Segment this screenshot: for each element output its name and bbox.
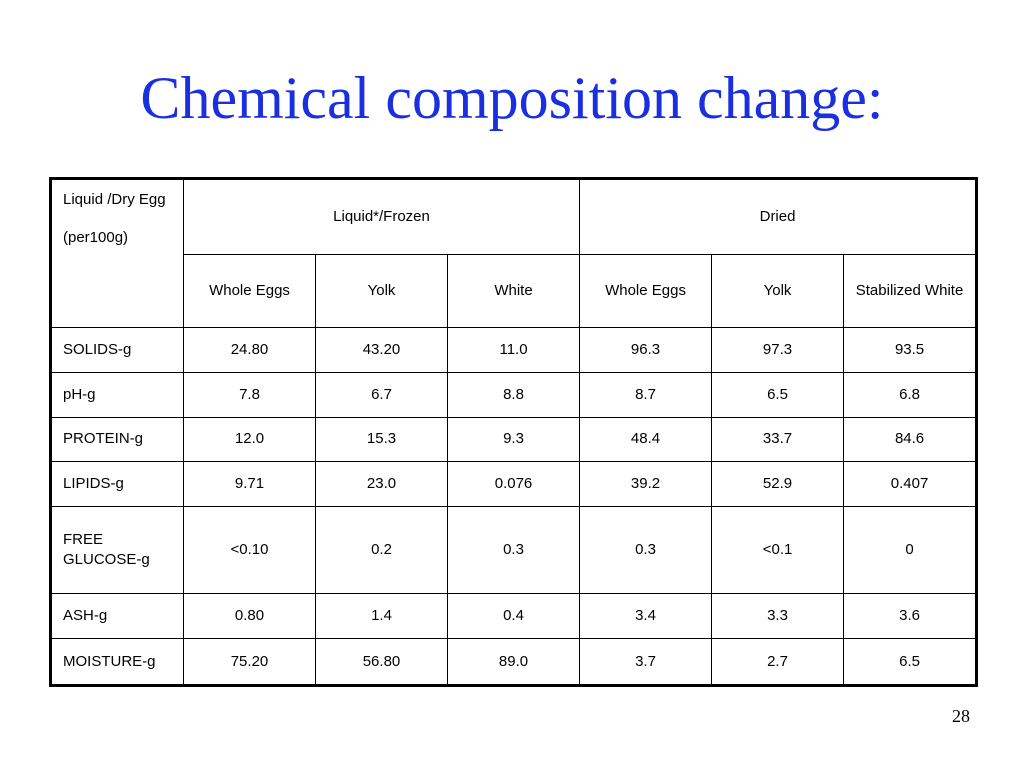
table-cell: 56.80 xyxy=(315,638,448,686)
table-cell: 0.4 xyxy=(446,593,581,640)
table-cell: 6.5 xyxy=(711,371,845,418)
row-label: FREE GLUCOSE-g xyxy=(50,506,184,595)
table-cell: 8.7 xyxy=(579,371,713,418)
table-cell: 93.5 xyxy=(843,327,978,373)
table-cell: 0.80 xyxy=(183,593,316,640)
column-header: White xyxy=(446,254,581,329)
table-cell: 0.3 xyxy=(446,506,581,595)
table-cell: 24.80 xyxy=(183,327,316,373)
table-cell: 0.3 xyxy=(579,506,713,595)
table-cell: 15.3 xyxy=(315,416,448,463)
row-label: MOISTURE-g xyxy=(50,638,184,686)
table-cell: 48.4 xyxy=(579,416,713,463)
table-cell: 8.8 xyxy=(446,371,581,418)
table-cell: 0.076 xyxy=(446,461,581,508)
column-header: Stabilized White xyxy=(843,254,978,329)
column-header-row: Whole Eggs Yolk White Whole Eggs Yolk St… xyxy=(51,254,978,329)
corner-header-line2: (per100g) xyxy=(63,229,129,246)
table-cell: 97.3 xyxy=(711,327,845,373)
table-row: ASH-g 0.80 1.4 0.4 3.4 3.3 3.6 xyxy=(50,593,978,640)
column-header: Whole Eggs xyxy=(579,254,713,329)
table-cell: 33.7 xyxy=(711,416,845,463)
table-cell: 12.0 xyxy=(183,416,316,463)
row-label: ASH-g xyxy=(50,593,184,640)
table-row: PROTEIN-g 12.0 15.3 9.3 48.4 33.7 84.6 xyxy=(50,416,978,463)
group-header-row: Liquid /Dry Egg (per100g) Liquid*/Frozen… xyxy=(50,177,978,329)
row-label: pH-g xyxy=(50,371,184,418)
table-row: SOLIDS-g 24.80 43.20 11.0 96.3 97.3 93.5 xyxy=(50,327,978,373)
page-number: 28 xyxy=(952,706,970,726)
group-header-dried: Dried xyxy=(579,177,978,256)
table-row: FREE GLUCOSE-g <0.10 0.2 0.3 0.3 <0.1 0 xyxy=(50,506,978,595)
table-cell: 2.7 xyxy=(711,638,845,686)
table-cell: 9.3 xyxy=(446,416,581,463)
table-cell: 84.6 xyxy=(843,416,978,463)
table-cell: 0.2 xyxy=(315,506,448,595)
table-cell: 52.9 xyxy=(711,461,845,508)
corner-header-line1: Liquid /Dry Egg xyxy=(63,191,166,208)
table-cell: 3.7 xyxy=(579,638,713,686)
slide-title: Chemical composition change: xyxy=(140,65,884,131)
row-label: LIPIDS-g xyxy=(50,461,184,508)
table-row: LIPIDS-g 9.71 23.0 0.076 39.2 52.9 0.407 xyxy=(50,461,978,508)
table-cell: 11.0 xyxy=(446,327,581,373)
table-cell: 39.2 xyxy=(579,461,713,508)
table-cell: 96.3 xyxy=(579,327,713,373)
table-cell: 7.8 xyxy=(183,371,316,418)
table-cell: 6.5 xyxy=(843,638,978,686)
corner-header: Liquid /Dry Egg (per100g) xyxy=(50,177,184,329)
row-label: SOLIDS-g xyxy=(50,327,184,373)
table-row: pH-g 7.8 6.7 8.8 8.7 6.5 6.8 xyxy=(50,371,978,418)
table-cell: 9.71 xyxy=(183,461,316,508)
table-cell: 1.4 xyxy=(315,593,448,640)
table-cell: 43.20 xyxy=(315,327,448,373)
table-cell: 6.8 xyxy=(843,371,978,418)
table-cell: 89.0 xyxy=(446,638,581,686)
table-cell: 6.7 xyxy=(315,371,448,418)
table-cell: 75.20 xyxy=(183,638,316,686)
table-cell: 0.407 xyxy=(843,461,978,508)
row-label: PROTEIN-g xyxy=(50,416,184,463)
table-cell: 3.6 xyxy=(843,593,978,640)
table-cell: 23.0 xyxy=(315,461,448,508)
group-header-liquid-frozen: Liquid*/Frozen xyxy=(182,177,581,256)
column-header: Yolk xyxy=(711,254,845,329)
table-cell: 0 xyxy=(843,506,978,595)
table-cell: 3.3 xyxy=(711,593,845,640)
composition-table: Liquid /Dry Egg (per100g) Liquid*/Frozen… xyxy=(49,177,979,687)
table-cell: 3.4 xyxy=(579,593,713,640)
column-header: Yolk xyxy=(315,254,448,329)
table-cell: <0.1 xyxy=(711,506,845,595)
column-header: Whole Eggs xyxy=(183,254,316,329)
table-row: MOISTURE-g 75.20 56.80 89.0 3.7 2.7 6.5 xyxy=(50,638,978,686)
table-cell: <0.10 xyxy=(183,506,316,595)
